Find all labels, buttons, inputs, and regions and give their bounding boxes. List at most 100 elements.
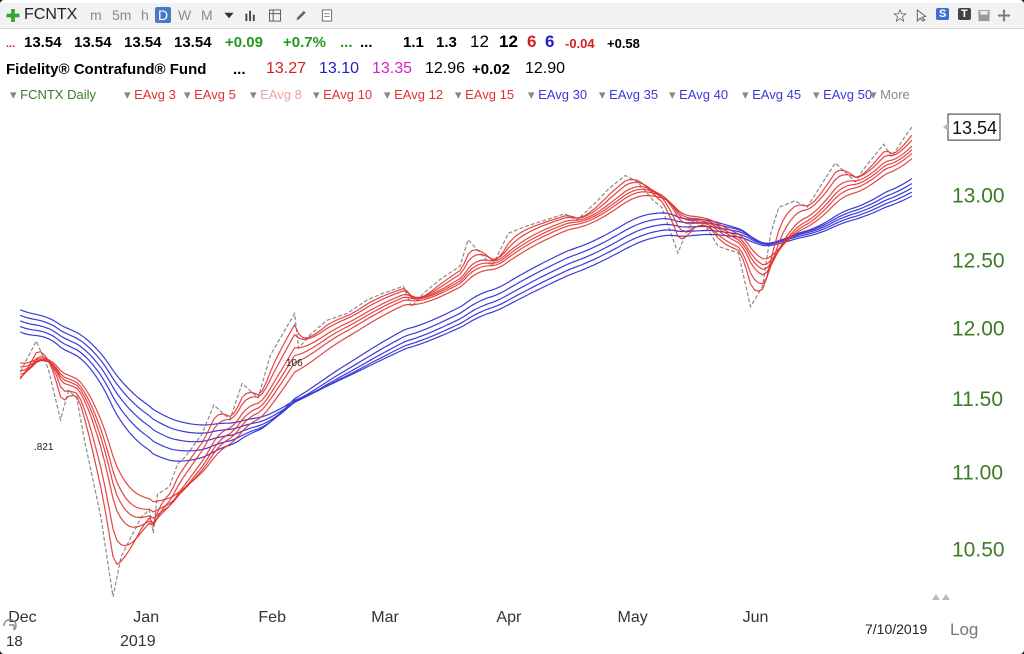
study-item-label: EAvg 15 <box>465 87 515 102</box>
save-icon[interactable] <box>977 9 991 22</box>
study-item[interactable]: ▾ EAvg 10 <box>313 87 372 103</box>
fund-name: Fidelity® Contrafund® Fund <box>6 61 207 78</box>
quote-value-7: -0.04 <box>565 36 595 51</box>
quote-lead: ... <box>6 38 16 50</box>
timeframe-5min[interactable]: 5m <box>112 7 132 23</box>
end-date-label: 7/10/2019 <box>865 621 927 637</box>
study-arrow-icon: ▾ <box>384 87 395 102</box>
quote-value-1: 1.1 <box>403 34 424 51</box>
study-item[interactable]: ▾ EAvg 3 <box>124 87 176 103</box>
refresh-icon[interactable] <box>3 618 17 631</box>
y-tick-label: 10.50 <box>952 539 1005 562</box>
timeframe-daily[interactable]: D <box>155 7 172 23</box>
fund-dots: ... <box>233 61 246 78</box>
study-item[interactable]: ▾ EAvg 35 <box>599 87 658 103</box>
x-tick-label: Feb <box>258 609 286 626</box>
pencil-icon[interactable] <box>294 9 308 22</box>
bar-chart-icon[interactable] <box>244 9 258 22</box>
fund-value-3: 13.35 <box>372 60 413 77</box>
x-tick-label: Dec <box>8 609 36 626</box>
study-item[interactable]: ▾ EAvg 15 <box>455 87 514 103</box>
timeframe-hour[interactable]: h <box>141 7 149 23</box>
y-tick-label: 12.50 <box>952 250 1005 273</box>
study-arrow-icon: ▾ <box>455 87 466 102</box>
fund-value-5: +0.02 <box>472 61 510 78</box>
study-arrow-icon: ▾ <box>184 87 195 102</box>
study-arrow-icon: ▾ <box>742 87 753 102</box>
short-ema-line <box>19 139 913 547</box>
study-item[interactable]: ▾ FCNTX Daily <box>10 87 96 103</box>
short-ema-line <box>19 145 913 528</box>
quote-value-8: +0.58 <box>607 36 640 51</box>
study-item[interactable]: ▾ EAvg 8 <box>250 87 302 103</box>
t-badge[interactable]: T <box>958 8 971 20</box>
quote-row: ... 13.54 13.54 13.54 13.54 +0.09 +0.7% … <box>0 32 1024 56</box>
quote-dots-2: ... <box>360 34 373 51</box>
quote-value-4: 12 <box>499 32 518 51</box>
y-tick-label: 11.50 <box>952 388 1003 411</box>
long-ema-line <box>19 187 913 443</box>
price-chart[interactable]: 10.50 11.00 11.50 12.00 12.50 13.00 13.54 Dec Ja… <box>0 110 1024 654</box>
study-arrow-icon: ▾ <box>124 87 135 102</box>
x-tick-label: Mar <box>371 609 399 626</box>
study-arrow-icon: ▾ <box>669 87 680 102</box>
y-tick-label: 11.00 <box>952 462 1003 485</box>
long-ema-line <box>19 195 913 426</box>
studies-legend: ▾ FCNTX Daily ▾ EAvg 3 ▾ EAvg 5 ▾ EAvg 8 ▾ E… <box>0 87 1024 107</box>
timeframe-monthly[interactable]: M <box>201 7 213 23</box>
x-tick-label: May <box>618 609 648 626</box>
quote-value-3: 12 <box>470 32 489 51</box>
quote-last: 13.54 <box>24 34 62 51</box>
table-icon[interactable] <box>268 9 282 22</box>
study-item[interactable]: ▾ EAvg 30 <box>528 87 587 103</box>
star-icon[interactable] <box>892 9 908 22</box>
study-item[interactable]: ▾ EAvg 12 <box>384 87 443 103</box>
study-item-label: EAvg 3 <box>134 87 176 102</box>
x-tick-label: Jan <box>133 609 159 626</box>
fund-value-2: 13.10 <box>319 60 360 77</box>
move-icon[interactable] <box>997 9 1011 22</box>
timeframe-minute[interactable]: m <box>90 7 102 23</box>
short-ema-line <box>20 152 913 513</box>
quote-open: 13.54 <box>74 34 112 51</box>
study-item[interactable]: ▾ EAvg 5 <box>184 87 236 103</box>
dropdown-icon[interactable] <box>222 9 236 22</box>
fund-value-6: 12.90 <box>525 60 566 77</box>
plus-icon[interactable] <box>6 9 20 22</box>
study-arrow-icon: ▾ <box>250 87 261 102</box>
study-arrow-icon: ▾ <box>313 87 324 102</box>
study-item-label: EAvg 8 <box>260 87 302 102</box>
annotation-label: 106 <box>286 358 303 369</box>
symbol-label[interactable]: FCNTX <box>24 6 78 23</box>
study-item[interactable]: ▾ EAvg 40 <box>669 87 728 103</box>
short-ema-line <box>19 134 913 566</box>
study-item[interactable]: ▾ EAvg 50 <box>813 87 872 103</box>
more-studies-link[interactable]: ▾ More <box>870 87 910 102</box>
toolbar: FCNTX m 5m h D W M S T <box>0 3 1024 29</box>
s-badge[interactable]: S <box>936 8 950 20</box>
x-year-prefix: 18 <box>6 633 23 650</box>
fund-row: Fidelity® Contrafund® Fund ... 13.27 13.… <box>0 60 1024 83</box>
quote-value-5: 6 <box>527 32 537 51</box>
study-arrow-icon: ▾ <box>599 87 610 102</box>
arrow-icon[interactable] <box>914 9 928 22</box>
study-item[interactable]: ▾ EAvg 45 <box>742 87 801 103</box>
study-item-label: EAvg 5 <box>194 87 236 102</box>
quote-value-2: 1.3 <box>436 34 457 51</box>
timeframe-weekly[interactable]: W <box>178 7 192 23</box>
fund-value-4: 12.96 <box>425 60 466 77</box>
study-item-label: EAvg 35 <box>609 87 659 102</box>
y-tick-label: 13.00 <box>952 185 1005 208</box>
close-price-line <box>19 126 913 597</box>
y-tick-label: 12.00 <box>952 317 1005 340</box>
log-scale-button[interactable]: Log <box>950 620 978 639</box>
scroll-arrows-icon[interactable] <box>932 594 950 600</box>
annotation-label: .821 <box>34 442 54 453</box>
x-year-label: 2019 <box>120 633 156 650</box>
note-icon[interactable] <box>320 9 334 22</box>
study-item-label: EAvg 50 <box>823 87 873 102</box>
study-item-label: EAvg 10 <box>323 87 373 102</box>
quote-dots-1: ... <box>340 34 353 51</box>
long-ema-line <box>19 182 913 452</box>
